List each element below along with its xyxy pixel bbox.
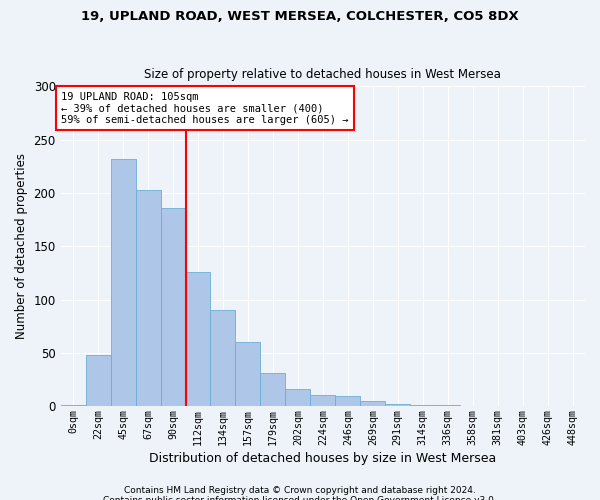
Bar [260, 373, 286, 406]
Bar [136, 190, 161, 406]
Bar [185, 272, 211, 406]
Text: 19 UPLAND ROAD: 105sqm
← 39% of detached houses are smaller (400)
59% of semi-de: 19 UPLAND ROAD: 105sqm ← 39% of detached… [61, 92, 349, 125]
Bar [360, 401, 385, 406]
Bar [86, 355, 110, 406]
Bar [335, 396, 360, 406]
Text: 19, UPLAND ROAD, WEST MERSEA, COLCHESTER, CO5 8DX: 19, UPLAND ROAD, WEST MERSEA, COLCHESTER… [81, 10, 519, 23]
Bar [310, 394, 335, 406]
Bar [410, 405, 435, 406]
Bar [235, 342, 260, 406]
Text: Contains HM Land Registry data © Crown copyright and database right 2024.: Contains HM Land Registry data © Crown c… [124, 486, 476, 495]
Bar [435, 405, 460, 406]
Bar [211, 310, 235, 406]
Title: Size of property relative to detached houses in West Mersea: Size of property relative to detached ho… [145, 68, 501, 81]
Bar [110, 159, 136, 406]
Bar [385, 404, 410, 406]
Y-axis label: Number of detached properties: Number of detached properties [15, 154, 28, 340]
Bar [61, 405, 86, 406]
X-axis label: Distribution of detached houses by size in West Mersea: Distribution of detached houses by size … [149, 452, 496, 465]
Bar [161, 208, 185, 406]
Text: Contains public sector information licensed under the Open Government Licence v3: Contains public sector information licen… [103, 496, 497, 500]
Bar [286, 389, 310, 406]
